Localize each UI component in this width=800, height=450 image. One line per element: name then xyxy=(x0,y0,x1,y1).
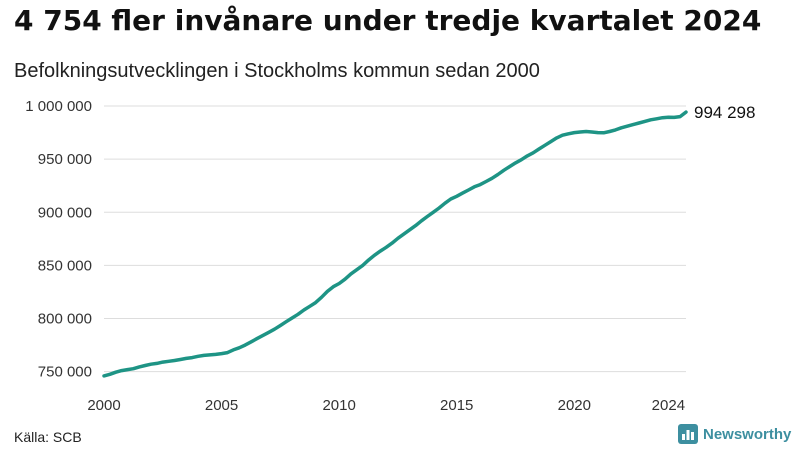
y-tick-label: 800 000 xyxy=(38,311,92,328)
y-tick-label: 900 000 xyxy=(38,204,92,221)
y-tick-label: 1 000 000 xyxy=(25,98,92,115)
source-note: Källa: SCB xyxy=(14,429,82,445)
chart-title: 4 754 fler invånare under tredje kvartal… xyxy=(14,4,762,37)
x-tick-label: 2024 xyxy=(652,397,685,414)
end-value-label: 994 298 xyxy=(694,103,755,122)
bar-chart-icon xyxy=(678,424,698,444)
x-tick-label: 2010 xyxy=(322,397,355,414)
population-line xyxy=(102,110,688,378)
brand-name: Newsworthy xyxy=(703,425,792,443)
y-tick-label: 750 000 xyxy=(38,364,92,381)
x-tick-label: 2005 xyxy=(205,397,238,414)
chart-subtitle: Befolkningsutvecklingen i Stockholms kom… xyxy=(14,60,540,82)
x-tick-label: 2015 xyxy=(440,397,473,414)
x-tick-label: 2020 xyxy=(558,397,591,414)
newsworthy-logo: Newsworthy xyxy=(678,424,791,444)
y-tick-label: 850 000 xyxy=(38,257,92,274)
y-tick-label: 950 000 xyxy=(38,151,92,168)
x-tick-label: 2000 xyxy=(87,397,120,414)
